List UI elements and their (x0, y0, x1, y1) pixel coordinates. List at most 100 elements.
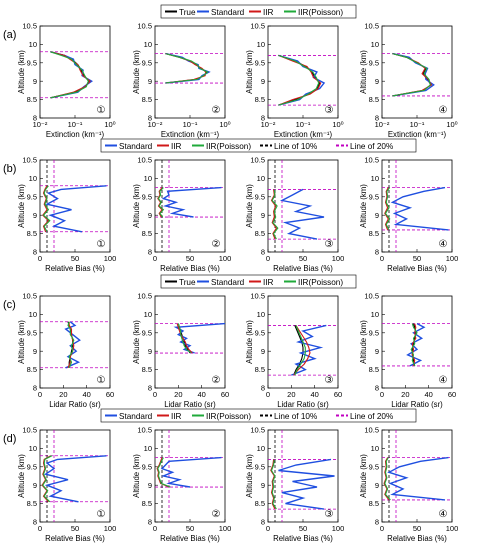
series-line (45, 185, 107, 233)
series-line (42, 185, 51, 233)
y-tick-label: 9.5 (369, 328, 379, 337)
x-tick-label: 100 (446, 254, 459, 263)
y-tick-label: 9 (33, 347, 37, 356)
legend-label: IIR (263, 278, 274, 287)
x-tick-label: 0 (266, 524, 270, 533)
series-line (390, 186, 449, 231)
series-line (41, 455, 51, 503)
y-axis-label: Altitude (km) (132, 454, 141, 498)
y-tick-label: 10 (371, 40, 379, 49)
series-line (293, 325, 304, 376)
x-tick-label: 100 (104, 524, 117, 533)
series-line (384, 187, 391, 231)
subplot-marker: ② (212, 239, 221, 250)
legend-label: IIR (171, 412, 182, 421)
y-axis-label: Altitude (km) (17, 50, 26, 94)
y-tick-label: 8.5 (369, 499, 379, 508)
y-tick-label: 10 (144, 40, 152, 49)
y-tick-label: 9.5 (255, 58, 265, 67)
y-tick-label: 8.5 (27, 365, 37, 374)
y-axis-label: Altitude (km) (245, 50, 254, 94)
series-line (406, 322, 426, 367)
y-tick-label: 10 (29, 174, 37, 183)
axes-box (39, 295, 111, 389)
x-tick-label: 10⁻² (375, 120, 390, 129)
y-tick-label: 9.5 (27, 462, 37, 471)
y-tick-label: 9.5 (255, 462, 265, 471)
y-tick-label: 9.5 (255, 192, 265, 201)
y-tick-label: 8.5 (142, 499, 152, 508)
panel-d: Standard IIR IIR(Poisson) Line of 10% Line o… (3, 408, 458, 543)
series-line (270, 189, 278, 240)
y-tick-label: 8 (261, 114, 265, 123)
y-axis-label: Altitude (km) (359, 184, 368, 228)
axes-box (381, 429, 453, 523)
x-tick-label: 10⁻² (33, 120, 48, 129)
subplot-marker: ① (97, 239, 106, 250)
series-line (42, 185, 50, 232)
x-tick-label: 0 (38, 390, 42, 399)
x-tick-label: 10⁰ (104, 120, 115, 129)
x-tick-label: 0 (266, 390, 270, 399)
legend-label: True (179, 8, 196, 17)
x-tick-label: 10⁰ (219, 120, 230, 129)
y-tick-label: 10.5 (250, 426, 265, 435)
x-tick-label: 40 (310, 390, 318, 399)
x-tick-label: 0 (380, 254, 384, 263)
series-line (410, 323, 418, 367)
series-line (384, 187, 389, 231)
y-tick-label: 10.5 (364, 292, 379, 301)
y-axis-label: Altitude (km) (132, 184, 141, 228)
y-tick-label: 9 (375, 481, 379, 490)
series-line (278, 458, 335, 510)
legend-label: Standard (119, 412, 153, 421)
legend-label: Line of 10% (274, 142, 317, 151)
y-tick-label: 8 (33, 384, 37, 393)
y-axis-label: Altitude (km) (17, 454, 26, 498)
y-tick-label: 9.5 (369, 192, 379, 201)
y-tick-label: 8.5 (27, 229, 37, 238)
axes-box (267, 25, 339, 119)
series-line (293, 325, 311, 376)
y-tick-label: 9.5 (142, 462, 152, 471)
y-tick-label: 9 (261, 77, 265, 86)
x-tick-label: 50 (186, 254, 194, 263)
y-tick-label: 8 (148, 114, 152, 123)
y-tick-label: 9 (148, 77, 152, 86)
y-tick-label: 9.5 (27, 58, 37, 67)
y-tick-label: 10 (144, 310, 152, 319)
x-tick-label: 20 (401, 390, 409, 399)
x-tick-label: 100 (219, 524, 232, 533)
series-line (157, 187, 163, 218)
series-line (383, 457, 390, 501)
legend-label: Standard (211, 8, 245, 17)
y-tick-label: 8 (148, 248, 152, 257)
legend-box (100, 408, 417, 423)
y-tick-label: 8 (375, 114, 379, 123)
y-tick-label: 10 (29, 310, 37, 319)
y-tick-label: 9.5 (27, 192, 37, 201)
subplot-3: 8 8.5 9 9.5 10 10.5 0 20 40 60 Lidar Ratio (sr) Alt… (245, 292, 342, 409)
x-axis-label: Lidar Ratio (sr) (164, 400, 216, 409)
x-tick-label: 0 (153, 524, 157, 533)
y-tick-label: 8.5 (142, 95, 152, 104)
subplot-marker: ④ (439, 239, 448, 250)
y-tick-label: 8.5 (369, 95, 379, 104)
y-tick-label: 9 (375, 77, 379, 86)
y-tick-label: 8.5 (369, 365, 379, 374)
y-axis-label: Altitude (km) (17, 184, 26, 228)
subplot-marker: ① (97, 375, 106, 386)
y-tick-label: 9 (33, 77, 37, 86)
y-tick-label: 9 (33, 481, 37, 490)
y-tick-label: 9 (33, 211, 37, 220)
y-tick-label: 8.5 (255, 95, 265, 104)
y-tick-label: 9.5 (255, 328, 265, 337)
legend-label: IIR (263, 8, 274, 17)
x-tick-label: 10⁻² (261, 120, 276, 129)
legend-label: IIR(Poisson) (206, 412, 251, 421)
x-axis-label: Relative Bias (%) (160, 534, 220, 543)
